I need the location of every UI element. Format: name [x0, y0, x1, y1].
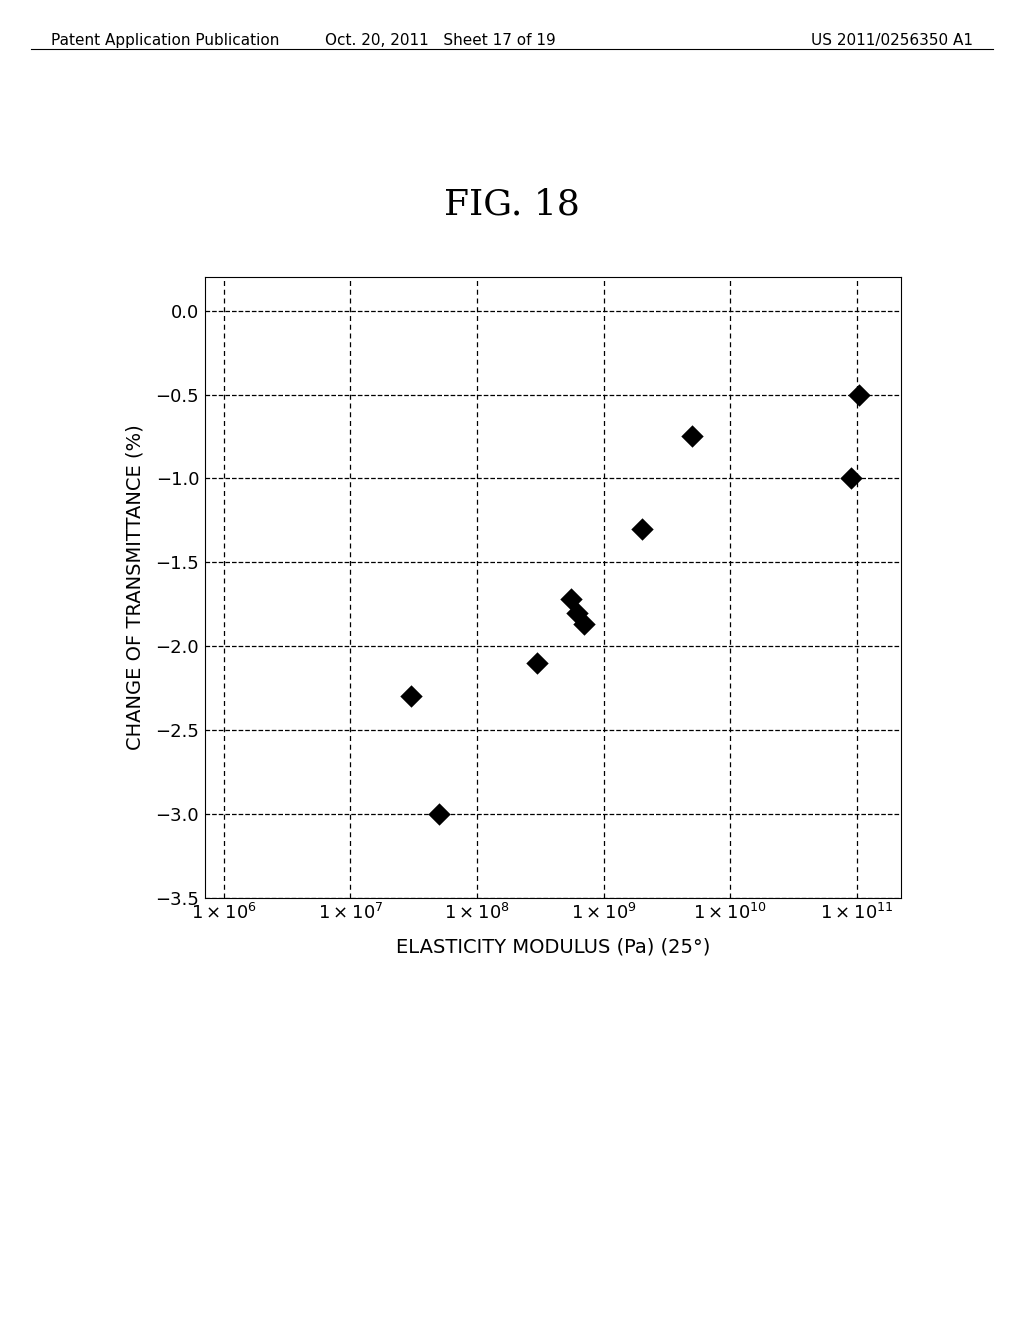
- Text: Patent Application Publication: Patent Application Publication: [51, 33, 280, 48]
- Text: Oct. 20, 2011   Sheet 17 of 19: Oct. 20, 2011 Sheet 17 of 19: [325, 33, 556, 48]
- Point: [575, 614, 592, 635]
- Point: [684, 426, 700, 447]
- Point: [529, 652, 546, 673]
- Point: [569, 602, 586, 623]
- Y-axis label: CHANGE OF TRANSMITTANCE (%): CHANGE OF TRANSMITTANCE (%): [125, 425, 144, 750]
- Point: [431, 803, 447, 824]
- Point: [634, 519, 650, 540]
- Point: [562, 589, 579, 610]
- Point: [402, 686, 419, 708]
- Text: US 2011/0256350 A1: US 2011/0256350 A1: [811, 33, 973, 48]
- Point: [843, 467, 859, 488]
- Text: FIG. 18: FIG. 18: [444, 187, 580, 222]
- Point: [851, 384, 867, 405]
- X-axis label: ELASTICITY MODULUS (Pa) (25°): ELASTICITY MODULUS (Pa) (25°): [395, 937, 711, 956]
